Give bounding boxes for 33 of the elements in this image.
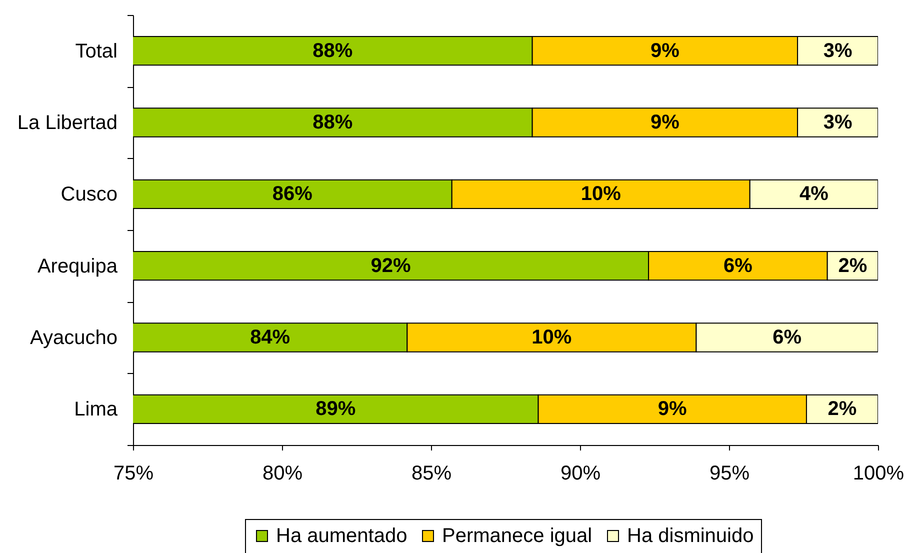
y-tick-label: Ayacucho	[30, 327, 118, 349]
data-label: 84%	[250, 326, 290, 348]
data-label: 10%	[580, 183, 622, 206]
data-label: 10%	[532, 326, 572, 348]
y-tick-label: Lima	[74, 398, 118, 421]
data-label: 6%	[723, 254, 753, 277]
data-label: 9%	[650, 112, 680, 134]
y-tick-label: La Libertad	[17, 112, 118, 134]
data-label: 9%	[658, 398, 688, 420]
x-tick-label: 95%	[709, 462, 750, 484]
data-label: 9%	[650, 40, 680, 62]
x-tick-label: 90%	[560, 462, 601, 484]
data-label: 86%	[272, 183, 313, 206]
x-tick-label: 85%	[411, 462, 452, 484]
x-tick-label: 80%	[262, 462, 303, 484]
data-label: 3%	[823, 40, 852, 62]
y-tick-label: Arequipa	[37, 255, 118, 278]
data-label: 92%	[370, 254, 411, 277]
legend-label: Ha aumentado	[276, 525, 408, 547]
y-tick-label: Cusco	[60, 184, 118, 206]
data-label: 2%	[838, 254, 868, 277]
x-tick-label: 75%	[113, 462, 154, 484]
data-label: 3%	[823, 112, 852, 134]
data-label: 2%	[828, 398, 857, 420]
x-tick-label: 100%	[852, 462, 904, 484]
data-label: 4%	[799, 183, 829, 206]
data-label: 88%	[312, 112, 353, 134]
legend-label: Ha disminuido	[627, 525, 754, 547]
data-label: 88%	[312, 40, 353, 62]
data-label: 6%	[772, 326, 802, 348]
legend-label: Permanece igual	[442, 525, 592, 547]
y-tick-label: Total	[75, 40, 118, 62]
data-label: 89%	[316, 398, 356, 420]
